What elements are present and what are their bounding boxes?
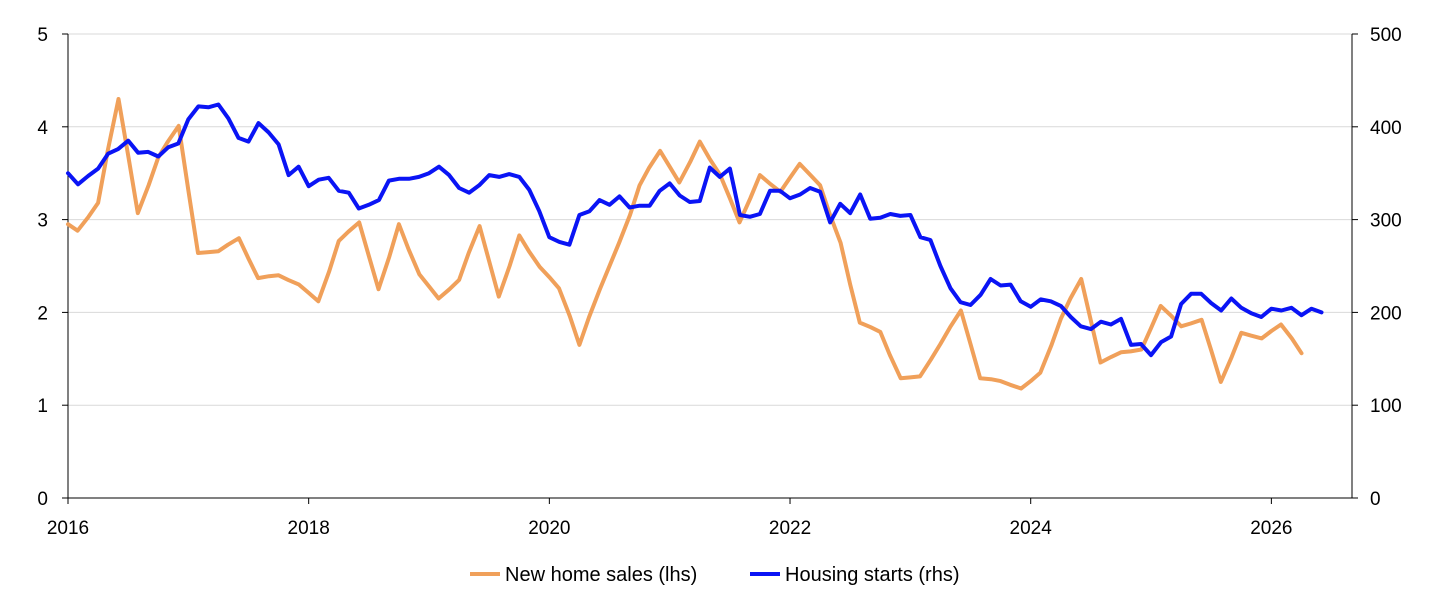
legend-label: New home sales (lhs) bbox=[505, 564, 697, 586]
left-axis-tick-labels: 0 1 2 3 4 5 bbox=[37, 25, 48, 510]
x-tick-label: 2022 bbox=[769, 518, 811, 539]
x-tick-label: 2018 bbox=[288, 518, 330, 539]
left-tick-label: 3 bbox=[37, 211, 48, 232]
left-tick-label: 2 bbox=[37, 303, 48, 324]
legend-item: Housing starts (rhs) bbox=[750, 564, 960, 586]
left-tick-label: 1 bbox=[37, 396, 48, 417]
x-tick-labels: 2016 2018 2020 2022 2024 2026 bbox=[47, 518, 1293, 539]
right-axis-tick-labels: 0 100 200 300 400 500 bbox=[1370, 25, 1402, 510]
x-tick-label: 2024 bbox=[1010, 518, 1053, 539]
x-tick-label: 2020 bbox=[528, 518, 570, 539]
x-tick-label: 2026 bbox=[1250, 518, 1292, 539]
axes bbox=[62, 33, 1358, 504]
legend-label: Housing starts (rhs) bbox=[785, 564, 960, 586]
legend-item: New home sales (lhs) bbox=[470, 564, 697, 586]
x-tick-label: 2016 bbox=[47, 518, 89, 539]
right-tick-label: 400 bbox=[1370, 118, 1402, 139]
right-tick-label: 500 bbox=[1370, 25, 1402, 46]
left-tick-label: 5 bbox=[37, 25, 48, 46]
right-tick-label: 300 bbox=[1370, 211, 1402, 232]
right-tick-label: 100 bbox=[1370, 396, 1402, 417]
right-tick-label: 0 bbox=[1370, 489, 1381, 510]
series-line-housing-starts bbox=[66, 102, 1324, 358]
legend: New home sales (lhs) Housing starts (rhs) bbox=[470, 564, 960, 586]
series-lines bbox=[66, 97, 1324, 391]
left-tick-label: 0 bbox=[37, 489, 48, 510]
left-tick-label: 4 bbox=[37, 118, 48, 139]
right-tick-label: 200 bbox=[1370, 303, 1402, 324]
series-line-new-home-sales bbox=[66, 97, 1304, 391]
gridlines bbox=[68, 33, 1352, 406]
